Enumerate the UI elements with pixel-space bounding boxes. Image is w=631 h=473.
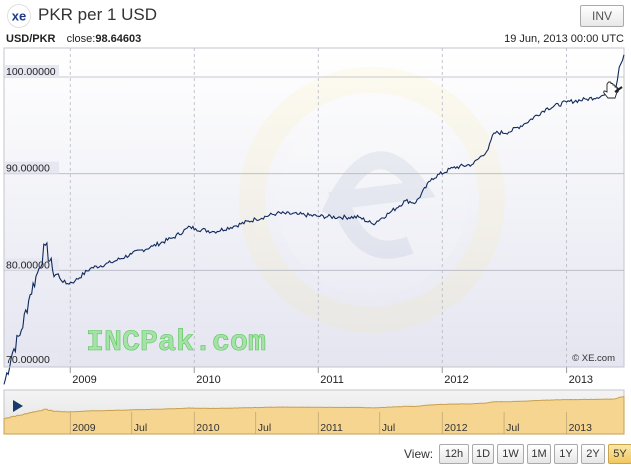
y-tick-label-bg bbox=[5, 161, 59, 174]
x-tick-labels: 2009 2010 2011 2012 2013 bbox=[69, 367, 593, 386]
view-button-1w[interactable]: 1W bbox=[497, 444, 524, 464]
navigator-tick-label: 2012 bbox=[444, 422, 468, 434]
y-tick-labels: 70.00000 80.00000 90.00000 100.00000 bbox=[5, 65, 59, 366]
x-tick-label: 2009 bbox=[72, 374, 96, 386]
xe-watermark-icon bbox=[239, 67, 505, 333]
copyright-text: © XE.com bbox=[572, 353, 615, 364]
plot-background bbox=[3, 47, 625, 368]
view-button-2y[interactable]: 2Y bbox=[581, 444, 605, 464]
close-label: close: bbox=[66, 33, 96, 45]
navigator-area bbox=[3, 395, 625, 435]
hand-cursor-icon bbox=[603, 81, 623, 99]
navigator-tick-label: Jul bbox=[382, 422, 395, 434]
y-tick-label-bg bbox=[5, 353, 59, 365]
y-tick-label: 70.00000 bbox=[6, 354, 50, 366]
y-tick-label-bg bbox=[5, 65, 59, 77]
y-tick-label: 80.00000 bbox=[6, 259, 50, 271]
view-label: View: bbox=[404, 447, 434, 461]
invert-button[interactable]: INV bbox=[580, 5, 624, 27]
view-button-12h[interactable]: 12h bbox=[439, 444, 469, 464]
x-tick-label: 2010 bbox=[196, 374, 220, 386]
navigator-tick-labels: 2009 Jul 2010 Jul 2011 Jul 2012 Jul 2013 bbox=[69, 412, 593, 434]
gridlines bbox=[4, 48, 624, 367]
close-value: 98.64603 bbox=[95, 33, 142, 45]
view-button-1d[interactable]: 1D bbox=[472, 444, 494, 464]
currency-pair: USD/PKR bbox=[6, 33, 56, 45]
y-tick-label-bg bbox=[5, 258, 59, 271]
navigator-tick-label: Jul bbox=[134, 422, 147, 434]
navigator-tick-label: 2013 bbox=[569, 422, 593, 434]
x-tick-label: 2012 bbox=[444, 374, 468, 386]
x-tick-label: 2013 bbox=[569, 374, 593, 386]
navigator-tick-label: Jul bbox=[258, 422, 271, 434]
xe-logo-text: xe bbox=[12, 9, 26, 24]
series-line-usd-pkr bbox=[3, 54, 625, 385]
navigator-play-icon[interactable] bbox=[13, 400, 23, 412]
navigator-tick-label: 2010 bbox=[196, 422, 220, 434]
datetime-stamp: 19 Jun, 2013 00:00 UTC bbox=[504, 33, 624, 45]
navigator-tick-label: 2011 bbox=[320, 422, 343, 434]
chart-header: xe PKR per 1 USD INV bbox=[0, 0, 631, 32]
chart-title: PKR per 1 USD bbox=[38, 5, 158, 24]
x-tick-label: 2011 bbox=[320, 374, 344, 386]
y-tick-label: 100.00000 bbox=[6, 66, 56, 78]
view-button-5y[interactable]: 5Y bbox=[608, 444, 631, 464]
view-button-1y[interactable]: 1Y bbox=[554, 444, 578, 464]
xe-logo-icon: xe bbox=[7, 4, 31, 28]
navigator-tick-label: 2009 bbox=[72, 422, 96, 434]
view-button-1m[interactable]: 1M bbox=[527, 444, 551, 464]
y-tick-label: 90.00000 bbox=[6, 163, 50, 175]
incpak-watermark: INCPak.com bbox=[86, 326, 266, 360]
navigator-tick-label: Jul bbox=[506, 422, 519, 434]
info-bar: USD/PKR close:98.64603 19 Jun, 2013 00:0… bbox=[6, 33, 624, 47]
